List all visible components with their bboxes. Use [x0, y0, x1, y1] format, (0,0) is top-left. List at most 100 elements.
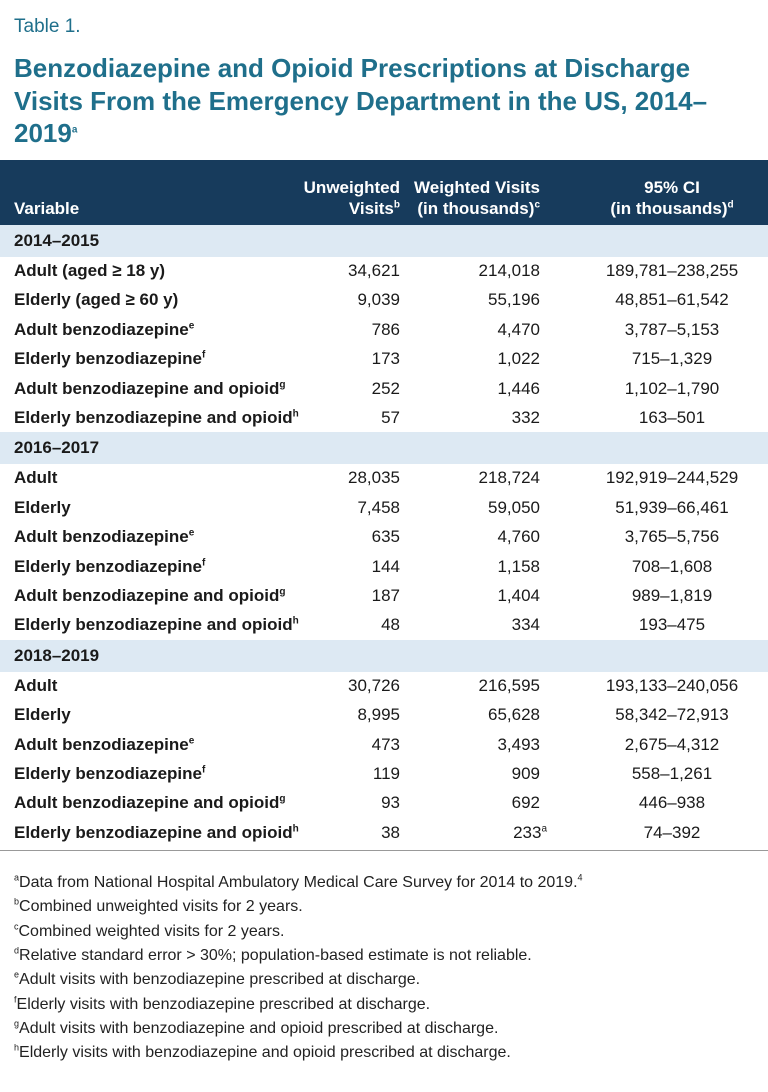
cell: 692 [511, 793, 540, 813]
cell: 3,765–5,756 [624, 527, 720, 547]
variable-sup: e [188, 734, 195, 746]
cell: 1,158 [497, 556, 540, 576]
variable-text: Elderly benzodiazepine and opioid [14, 615, 293, 635]
title-sup: a [71, 124, 78, 136]
section-band [0, 225, 768, 257]
cell: 332 [511, 408, 540, 427]
footnote: gAdult visits with benzodiazepine and op… [14, 1019, 498, 1039]
footnote-mark: d [14, 945, 20, 956]
footnote: hElderly visits with benzodiazepine and … [14, 1043, 511, 1063]
variable-sup: f [202, 764, 206, 776]
cell: 334 [511, 615, 540, 635]
footnote: dRelative standard error > 30%; populati… [14, 946, 532, 966]
cell: 4,760 [497, 527, 540, 547]
variable-text: Elderly [14, 705, 71, 725]
variable-text: Adult benzodiazepine and opioid [14, 793, 280, 813]
variable-sup: h [292, 408, 299, 420]
footnote-text: Adult visits with benzodiazepine prescri… [19, 971, 421, 989]
column-header-text: Weighted Visits [414, 178, 540, 197]
column-header: Visitsb [349, 198, 400, 219]
cell: 28,035 [348, 468, 400, 488]
cell: 34,621 [348, 261, 400, 280]
variable-text: Adult benzodiazepine [14, 527, 189, 547]
cell: 3,787–5,153 [624, 319, 720, 339]
footnote-mark: g [14, 1018, 20, 1029]
cell-sup: a [541, 823, 547, 835]
row-variable: Elderly [14, 493, 71, 522]
variable-text: Elderly (aged ≥ 60 y) [14, 290, 179, 310]
variable-text: Elderly benzodiazepine [14, 556, 202, 576]
cell: 9,039 [357, 290, 400, 310]
row-variable: Elderly [14, 700, 71, 729]
row-variable: Adult benzodiazepinee [14, 315, 194, 344]
variable-text: Adult [14, 675, 58, 695]
cell: 187 [371, 586, 400, 605]
cell: 1,102–1,790 [624, 378, 720, 398]
row-variable: Adult benzodiazepine and opioidg [14, 581, 286, 610]
variable-text: Elderly benzodiazepine and opioid [14, 408, 293, 427]
row-variable: Adult benzodiazepinee [14, 730, 194, 759]
row-variable: Elderly benzodiazepine and opioidh [14, 818, 299, 847]
cell: 1,446 [497, 378, 540, 398]
table-title: Benzodiazepine and Opioid Prescriptions … [14, 52, 759, 150]
row-variable: Adult [14, 671, 57, 700]
variable-text: Elderly benzodiazepine [14, 764, 202, 783]
column-header: 95% CI [552, 177, 768, 198]
footnote-text: Elderly visits with benzodiazepine and o… [19, 1044, 511, 1062]
row-variable: Elderly benzodiazepine and opioidh [14, 403, 299, 432]
table-bottom-rule [0, 850, 768, 852]
variable-sup: g [279, 793, 286, 805]
cell: 57 [381, 408, 400, 427]
cell: 189,781–238,255 [605, 261, 739, 280]
cell: 51,939–66,461 [615, 497, 729, 517]
footnote-text: Elderly visits with benzodiazepine presc… [16, 995, 431, 1013]
column-header-sup: c [534, 199, 540, 211]
footnote-text: Relative standard error > 30%; populatio… [19, 946, 532, 964]
cell: 193,133–240,056 [605, 675, 739, 695]
column-header-sup: d [727, 199, 734, 211]
variable-sup: g [279, 586, 286, 598]
footnote-text: Combined weighted visits for 2 years. [18, 922, 285, 940]
variable-sup: h [292, 615, 299, 627]
cell: 48 [381, 615, 400, 635]
cell: 119 [372, 764, 400, 783]
footnote-text: Adult visits with benzodiazepine and opi… [19, 1019, 499, 1037]
cell: 2,675–4,312 [624, 734, 720, 754]
column-header-text: (in thousands) [417, 199, 535, 218]
cell: 214,018 [478, 261, 540, 280]
row-variable: Adult (aged ≥ 18 y) [14, 256, 165, 285]
cell: 1,404 [497, 586, 540, 605]
cell: 38 [381, 822, 400, 842]
section-label: 2018–2019 [14, 645, 100, 665]
cell: 59,050 [488, 497, 540, 517]
cell: 218,724 [478, 468, 540, 488]
column-header-text: (in thousands) [610, 199, 728, 218]
column-header-sup: b [393, 199, 400, 211]
variable-text: Adult (aged ≥ 18 y) [14, 261, 166, 280]
footnote-mark: h [14, 1042, 20, 1053]
cell: 1,022 [497, 349, 540, 369]
cell: 93 [381, 793, 400, 813]
row-variable: Elderly (aged ≥ 60 y) [14, 285, 178, 314]
row-variable: Elderly benzodiazepine and opioidh [14, 610, 299, 639]
variable-text: Adult benzodiazepine [14, 319, 189, 339]
cell: 909 [511, 764, 540, 783]
footnote-mark: e [14, 969, 20, 980]
cell: 989–1,819 [631, 586, 713, 605]
cell: 4,470 [497, 319, 540, 339]
cell: 65,628 [488, 705, 540, 725]
footnote-text: Data from National Hospital Ambulatory M… [19, 874, 578, 891]
header-band [0, 160, 768, 225]
footnote-mark: a [14, 872, 20, 883]
column-header-text: Visits [348, 199, 394, 218]
footnote: cCombined weighted visits for 2 years. [14, 922, 284, 942]
cell: 163–501 [638, 408, 706, 427]
cell: 58,342–72,913 [615, 705, 729, 725]
variable-sup: e [188, 320, 195, 332]
cell: 786 [371, 319, 400, 339]
cell: 3,493 [497, 734, 540, 754]
cell: 446–938 [638, 793, 706, 813]
footnote-text: Combined unweighted visits for 2 years. [19, 898, 303, 916]
column-header: (in thousands)d [552, 198, 768, 219]
